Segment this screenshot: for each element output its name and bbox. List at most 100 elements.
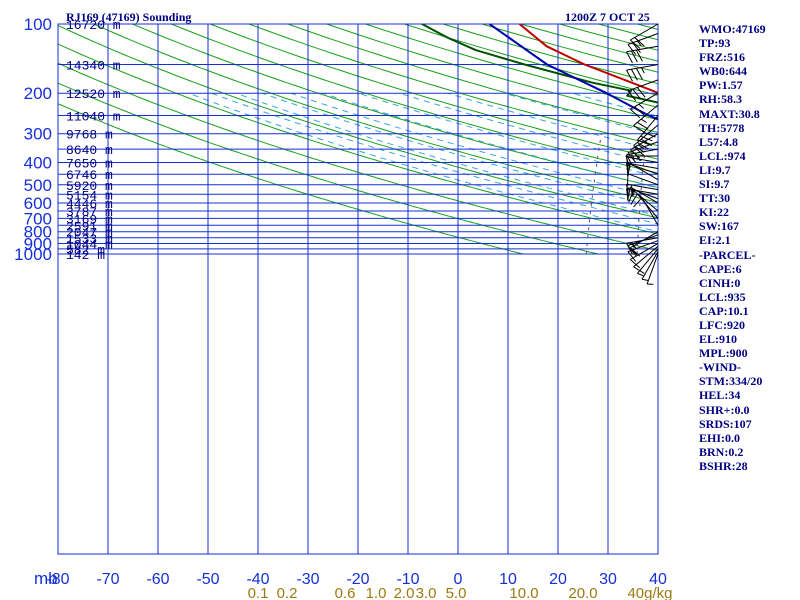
mixing-ratio-label: 1.0 [366,585,387,600]
mixing-ratio-label: 20.0 [568,585,597,600]
index-item: LCL:974 [699,148,746,163]
temperature-tick-label: 10 [499,571,517,588]
temperature-tick-label: -20 [346,571,369,588]
height-label: 9768 m [66,128,113,143]
mixing-ratio-label: 0.1 [248,585,269,600]
height-label: 1533 m [66,232,113,247]
index-item: BRN:0.2 [699,444,744,459]
sounding-time: 1200Z 7 OCT 25 [565,10,650,24]
wind-barb [629,92,659,118]
height-label: 5154 m [66,188,113,203]
moist-adiabat [358,92,658,178]
temperature-tick-label: 40 [649,571,667,588]
pressure-axis-label: mb [34,569,58,588]
index-item: PW:1.57 [699,78,743,93]
moist-adiabat [571,92,658,117]
height-label: 142 m [66,248,105,263]
moist-adiabat [188,92,658,233]
index-item: -PARCEL- [699,247,756,262]
mixing-ratio-label: 10.0 [509,585,538,600]
index-item: FRZ:516 [699,50,745,65]
pressure-tick-label: 1000 [14,245,52,264]
pressure-tick-label: 700 [24,209,52,228]
pressure-tick-label: 600 [24,194,52,213]
height-label: 16720 m [66,18,121,33]
pressure-tick-label: 900 [24,235,52,254]
wind-barb [629,243,659,269]
index-item: HEL:34 [699,388,741,403]
pressure-tick-label: 500 [24,176,52,195]
height-label: 12520 m [66,87,121,102]
index-item: WB0:644 [699,64,747,79]
index-item: CINH:0 [699,275,741,290]
index-item: SW:167 [699,219,740,234]
temperature-tick-label: 20 [549,571,567,588]
mixing-ratio-label: 0.2 [277,585,298,600]
index-item: TH:5778 [699,120,745,135]
temperature-tick-label: -80 [46,571,69,588]
moist-adiabat [322,92,658,189]
wind-barb [629,23,659,49]
parcel-profile [488,24,658,121]
sounding-profiles [421,24,658,121]
wind-barb [626,237,659,255]
pressure-tick-label: 200 [24,84,52,103]
grid-lines [57,23,659,555]
pressure-tick-label: 100 [24,15,52,34]
height-label: 14340 m [66,59,121,74]
pressure-tick-label: 800 [24,223,52,242]
indices-panel: WMO:47169 TP:93 FRZ:516 WB0:644 PW:1.57 RH:58… [699,22,766,473]
height-label: 11040 m [66,110,121,125]
index-item: LI:9.7 [699,162,731,177]
mixing-ratio-label: 40g/kg [627,585,672,600]
height-label: 1044 m [66,238,113,253]
mixing-ratio-label: 3.0 [416,585,437,600]
pressure-tick-label: 400 [24,154,52,173]
index-item: MPL:900 [699,346,748,361]
station-title: RJ169 (47169) Sounding [66,10,191,24]
index-item: KI:22 [699,205,729,220]
height-label: 2047 m [66,226,113,241]
height-label: 3169 m [66,212,113,227]
height-label: 582 m [66,243,105,258]
index-item: MAXT:30.8 [699,106,760,121]
wind-barb [641,251,659,281]
index-item: LCL:935 [699,289,746,304]
index-item: WMO:47169 [699,22,766,36]
temperature-tick-label: 0 [454,571,463,588]
wind-barb [633,245,659,274]
wind-barb [627,79,659,102]
temperature-tick-label: -60 [146,571,169,588]
height-label: 5920 m [66,179,113,194]
height-label: 3787 m [66,205,113,220]
temperature-tick-label: -50 [196,571,219,588]
index-item: EL:910 [699,332,738,347]
height-label: 4446 m [66,197,113,212]
mixing-ratio-line [585,133,602,255]
index-item: SI:9.7 [699,177,730,192]
temperature-tick-label: -10 [396,571,419,588]
wind-barb [633,104,659,133]
mixing-ratio-label: 0.6 [335,585,356,600]
wind-barbs [625,23,659,285]
temperature-tick-label: -40 [246,571,269,588]
moist-adiabat [235,92,658,217]
index-item: BSHR:28 [699,458,748,473]
mixing-ratio-label: 5.0 [446,585,467,600]
dry-adiabat [793,24,800,254]
index-item: CAP:10.1 [699,303,749,318]
wind-barb [627,240,659,262]
temperature-tick-label: -70 [96,571,119,588]
height-label: 8640 m [66,143,113,158]
height-label: 6746 m [66,168,113,183]
pressure-tick-label: 300 [24,125,52,144]
index-item: SRDS:107 [699,416,752,431]
temperature-tick-label: 30 [599,571,617,588]
index-item: TP:93 [699,36,731,51]
dry-adiabat [58,24,658,219]
wind-barb [630,193,659,219]
wind-barb [627,33,659,55]
wind-barb [626,45,659,64]
